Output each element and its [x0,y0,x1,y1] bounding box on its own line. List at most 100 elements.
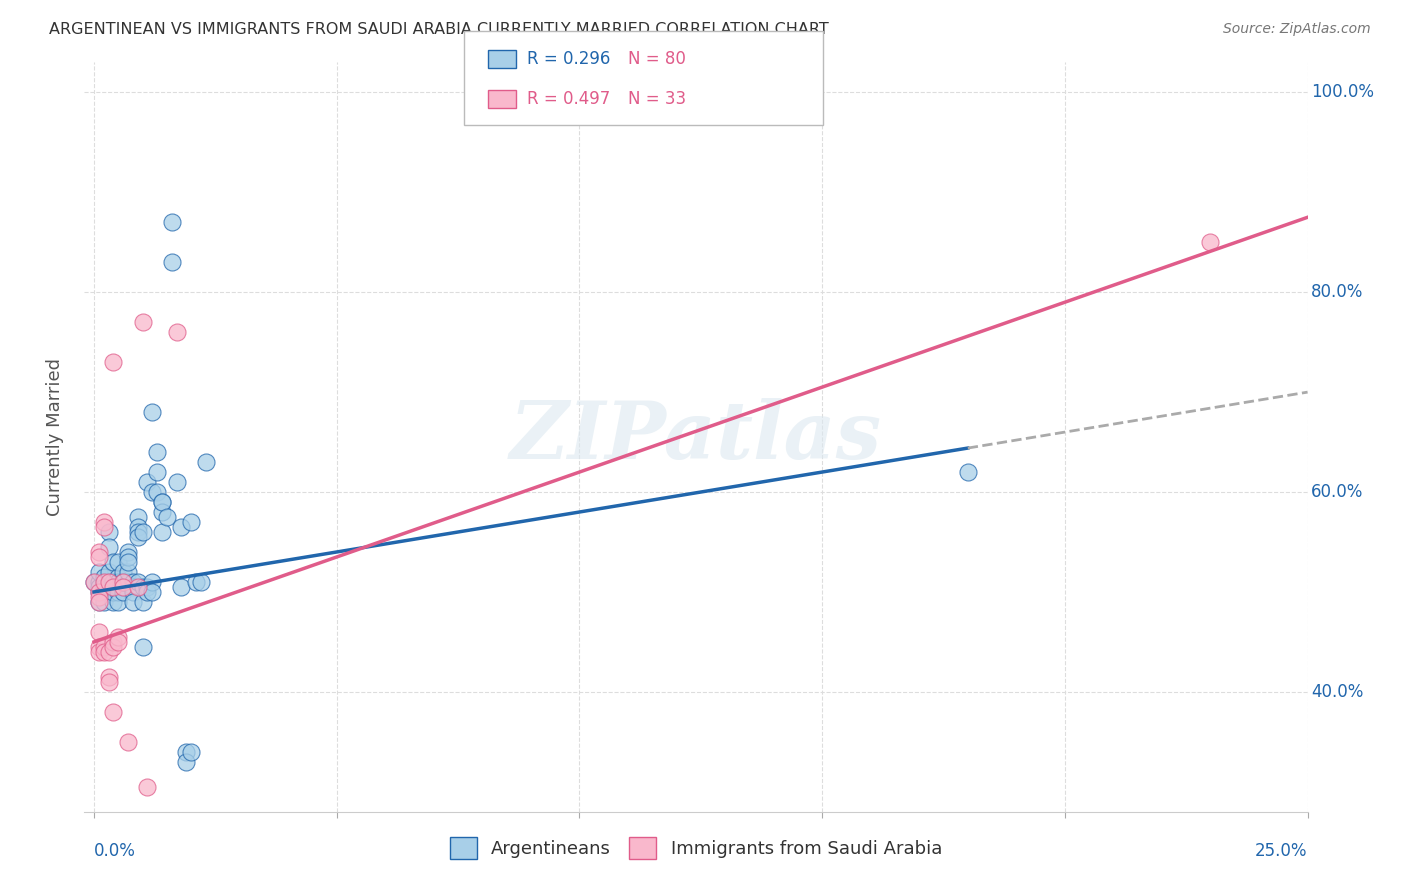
Point [117,735,139,749]
Point [93,585,115,599]
Point [194,455,217,469]
Point [87,595,110,609]
Point [117,565,139,579]
Point [87,549,110,564]
Text: N = 33: N = 33 [628,90,686,108]
Y-axis label: Currently Married: Currently Married [45,358,63,516]
Legend: Argentineans, Immigrants from Saudi Arabia: Argentineans, Immigrants from Saudi Arab… [443,830,949,866]
Point [87,565,110,579]
Point [87,640,110,654]
Point [190,574,212,589]
Text: ZIPatlas: ZIPatlas [510,399,882,475]
Point [174,755,197,769]
Point [131,640,153,654]
Point [97,540,120,554]
Text: ARGENTINEAN VS IMMIGRANTS FROM SAUDI ARABIA CURRENTLY MARRIED CORRELATION CHART: ARGENTINEAN VS IMMIGRANTS FROM SAUDI ARA… [49,22,830,37]
Point [83,574,105,589]
Point [103,355,125,369]
Point [93,570,115,584]
Point [87,585,110,599]
Point [103,585,125,599]
Point [107,555,129,569]
Text: R = 0.296: R = 0.296 [527,51,610,69]
Point [112,565,135,579]
Point [107,630,129,644]
Point [146,465,169,479]
Point [107,570,129,584]
Text: 60.0%: 60.0% [1312,483,1364,501]
Text: 0.0%: 0.0% [94,842,136,860]
Point [93,580,115,594]
Point [107,595,129,609]
Point [131,315,153,329]
Point [87,624,110,639]
Point [141,574,163,589]
Point [103,574,125,589]
Point [97,674,120,689]
Text: 80.0%: 80.0% [1312,284,1364,301]
Point [184,574,207,589]
Point [160,255,183,269]
Text: 40.0%: 40.0% [1312,683,1364,701]
Point [103,580,125,594]
Point [136,580,159,594]
Text: R = 0.497: R = 0.497 [527,90,610,108]
Point [107,585,129,599]
Point [97,670,120,684]
Point [97,565,120,579]
Point [112,574,135,589]
Text: 25.0%: 25.0% [1256,842,1308,860]
Point [122,580,145,594]
Point [141,585,163,599]
Point [117,574,139,589]
Point [112,574,135,589]
Point [117,545,139,559]
Point [160,215,183,229]
Text: Source: ZipAtlas.com: Source: ZipAtlas.com [1223,22,1371,37]
Text: N = 80: N = 80 [628,51,686,69]
Point [112,585,135,599]
Point [97,574,120,589]
Point [131,524,153,539]
Point [112,580,135,594]
Point [103,705,125,719]
Point [150,495,173,509]
Point [87,590,110,604]
Point [83,574,105,589]
Point [127,524,149,539]
Point [112,574,135,589]
Point [166,475,188,489]
Point [127,580,149,594]
Point [87,545,110,559]
Point [180,745,202,759]
Point [150,505,173,519]
Point [93,595,115,609]
Point [170,520,193,534]
Point [93,574,115,589]
Point [93,520,115,534]
Point [122,585,145,599]
Point [122,595,145,609]
Point [141,485,163,500]
Point [87,595,110,609]
Point [122,574,145,589]
Point [150,495,173,509]
Point [131,595,153,609]
Point [146,445,169,459]
Point [103,635,125,649]
Point [93,640,115,654]
Point [97,524,120,539]
Point [131,580,153,594]
Point [103,595,125,609]
Point [127,574,149,589]
Point [103,555,125,569]
Point [136,475,159,489]
Point [1199,235,1222,250]
Point [97,645,120,659]
Point [156,510,179,524]
Point [87,574,110,589]
Point [136,585,159,599]
Point [97,580,120,594]
Point [127,530,149,544]
Point [103,574,125,589]
